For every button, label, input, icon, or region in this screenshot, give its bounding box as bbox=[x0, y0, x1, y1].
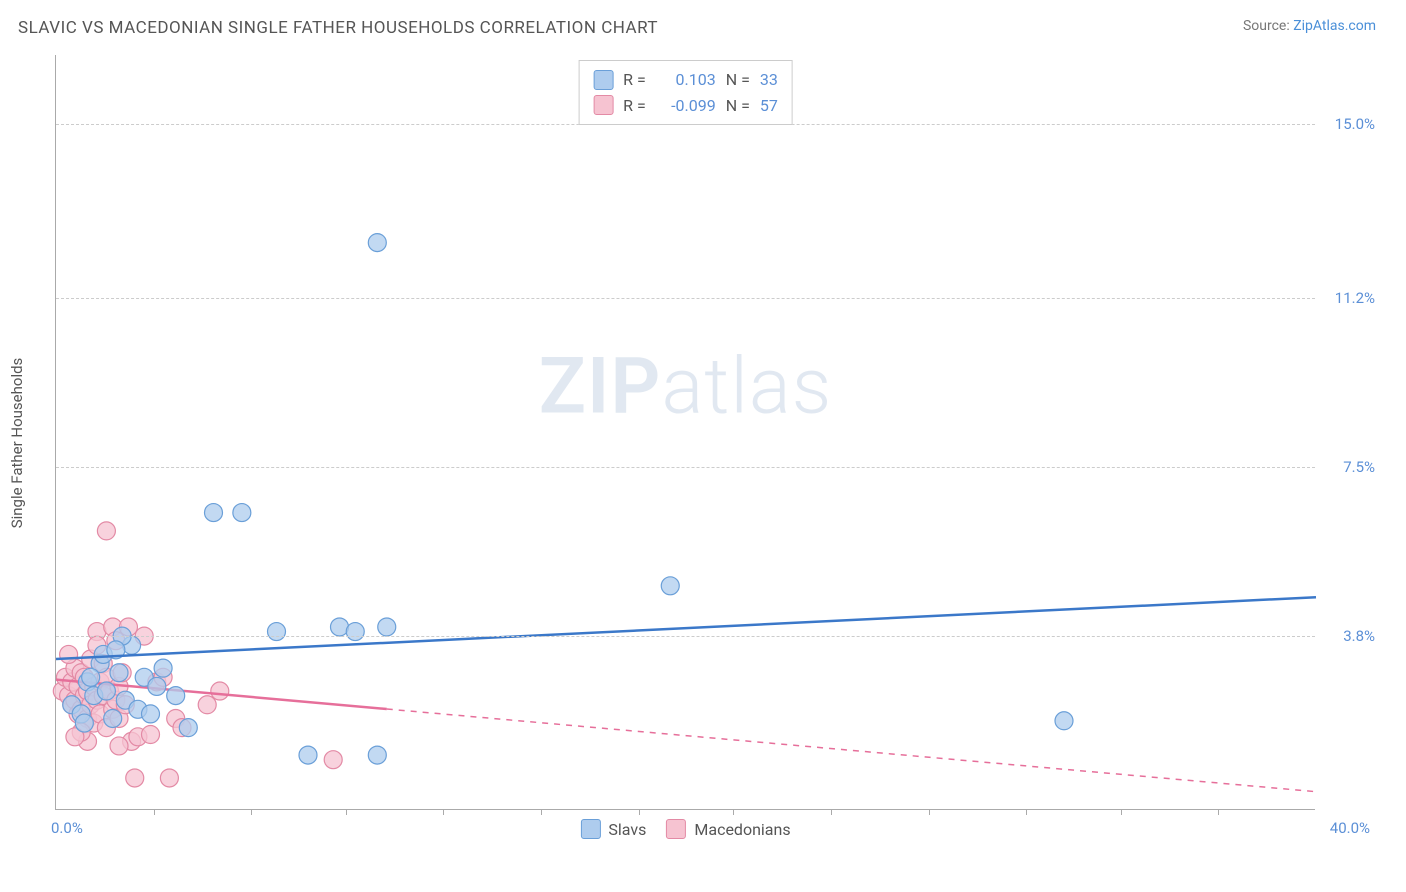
data-point-slavs bbox=[661, 577, 679, 595]
source-label: Source: bbox=[1243, 18, 1290, 34]
data-svg bbox=[56, 55, 1316, 810]
x-tick bbox=[346, 809, 347, 815]
legend-item-slavs: Slavs bbox=[580, 819, 646, 839]
source-link[interactable]: ZipAtlas.com bbox=[1293, 18, 1376, 34]
data-point-slavs bbox=[368, 234, 386, 252]
plot-area: ZIPatlas R = 0.103 N = 33 R = -0.099 N =… bbox=[55, 55, 1315, 810]
legend-label-slavs: Slavs bbox=[608, 820, 646, 839]
x-tick bbox=[251, 809, 252, 815]
x-tick bbox=[443, 809, 444, 815]
x-tick-label: 40.0% bbox=[1330, 819, 1370, 837]
data-point-slavs bbox=[104, 709, 122, 727]
data-point-macedonians bbox=[142, 726, 160, 744]
r-value-slavs: 0.103 bbox=[656, 67, 716, 93]
data-point-slavs bbox=[82, 668, 100, 686]
legend-row-slavs: R = 0.103 N = 33 bbox=[593, 67, 778, 93]
trend-line-slavs bbox=[56, 597, 1316, 659]
data-point-macedonians bbox=[110, 737, 128, 755]
data-point-macedonians bbox=[60, 645, 78, 663]
r-label: R = bbox=[623, 93, 646, 119]
data-point-macedonians bbox=[211, 682, 229, 700]
x-tick bbox=[541, 809, 542, 815]
data-point-slavs bbox=[110, 664, 128, 682]
y-axis-label: Single Father Households bbox=[8, 357, 26, 528]
data-point-macedonians bbox=[97, 522, 115, 540]
data-point-slavs bbox=[233, 504, 251, 522]
data-point-slavs bbox=[368, 746, 386, 764]
x-tick bbox=[1121, 809, 1122, 815]
data-point-slavs bbox=[378, 618, 396, 636]
data-point-slavs bbox=[148, 677, 166, 695]
swatch-macedonians bbox=[593, 95, 613, 115]
y-gridline bbox=[56, 467, 1315, 468]
legend-item-macedonians: Macedonians bbox=[666, 819, 790, 839]
source-attribution: Source: ZipAtlas.com bbox=[1243, 18, 1376, 34]
chart-container: Single Father Households ZIPatlas R = 0.… bbox=[55, 55, 1375, 830]
data-point-slavs bbox=[97, 682, 115, 700]
x-tick bbox=[831, 809, 832, 815]
correlation-legend: R = 0.103 N = 33 R = -0.099 N = 57 bbox=[578, 60, 793, 125]
legend-label-macedonians: Macedonians bbox=[694, 820, 790, 839]
x-tick-label: 0.0% bbox=[51, 819, 83, 837]
trend-line-dashed-macedonians bbox=[387, 709, 1316, 792]
swatch-slavs-icon bbox=[580, 819, 600, 839]
chart-title: SLAVIC VS MACEDONIAN SINGLE FATHER HOUSE… bbox=[18, 18, 658, 38]
data-point-slavs bbox=[142, 705, 160, 723]
series-legend: Slavs Macedonians bbox=[580, 819, 790, 839]
y-tick-label: 7.5% bbox=[1343, 458, 1375, 476]
r-label: R = bbox=[623, 67, 646, 93]
data-point-macedonians bbox=[324, 751, 342, 769]
n-label: N = bbox=[726, 67, 750, 93]
data-point-slavs bbox=[331, 618, 349, 636]
data-point-slavs bbox=[167, 687, 185, 705]
data-point-slavs bbox=[179, 719, 197, 737]
n-value-slavs: 33 bbox=[760, 67, 778, 93]
legend-row-macedonians: R = -0.099 N = 57 bbox=[593, 93, 778, 119]
data-point-slavs bbox=[268, 623, 286, 641]
data-point-slavs bbox=[299, 746, 317, 764]
x-tick bbox=[154, 809, 155, 815]
n-value-macedonians: 57 bbox=[760, 93, 778, 119]
data-point-slavs bbox=[154, 659, 172, 677]
x-tick bbox=[1218, 809, 1219, 815]
data-point-slavs bbox=[205, 504, 223, 522]
r-value-macedonians: -0.099 bbox=[656, 93, 716, 119]
swatch-slavs bbox=[593, 70, 613, 90]
data-point-slavs bbox=[1055, 712, 1073, 730]
x-tick bbox=[733, 809, 734, 815]
data-point-slavs bbox=[346, 623, 364, 641]
data-point-macedonians bbox=[126, 769, 144, 787]
y-tick-label: 11.2% bbox=[1335, 289, 1375, 307]
y-gridline bbox=[56, 636, 1315, 637]
data-point-macedonians bbox=[198, 696, 216, 714]
data-point-slavs bbox=[75, 714, 93, 732]
y-tick-label: 3.8% bbox=[1343, 627, 1375, 645]
y-gridline bbox=[56, 298, 1315, 299]
n-label: N = bbox=[726, 93, 750, 119]
data-point-macedonians bbox=[160, 769, 178, 787]
x-tick bbox=[1026, 809, 1027, 815]
x-tick bbox=[639, 809, 640, 815]
x-tick bbox=[929, 809, 930, 815]
swatch-macedonians-icon bbox=[666, 819, 686, 839]
y-tick-label: 15.0% bbox=[1335, 115, 1375, 133]
